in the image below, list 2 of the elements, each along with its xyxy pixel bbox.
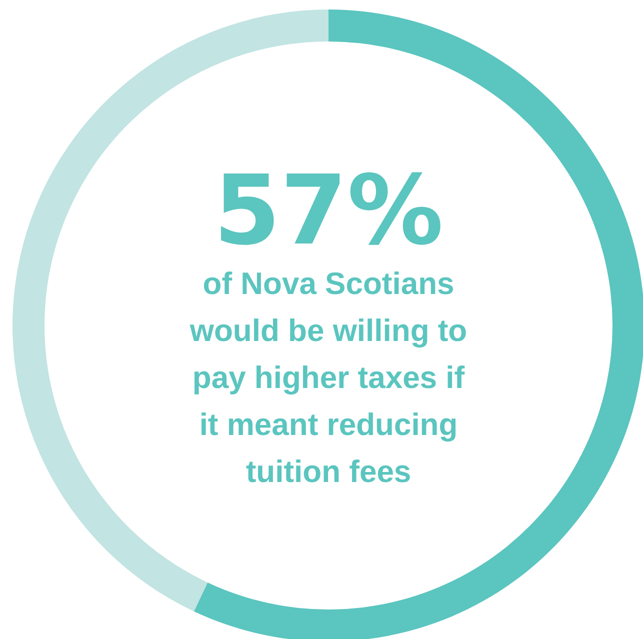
text: of Nova Scotians would be willing to pay higher taxes if it meant reducing tuition fees xyxy=(188,266,468,489)
data-label: 57% xyxy=(214,154,444,266)
